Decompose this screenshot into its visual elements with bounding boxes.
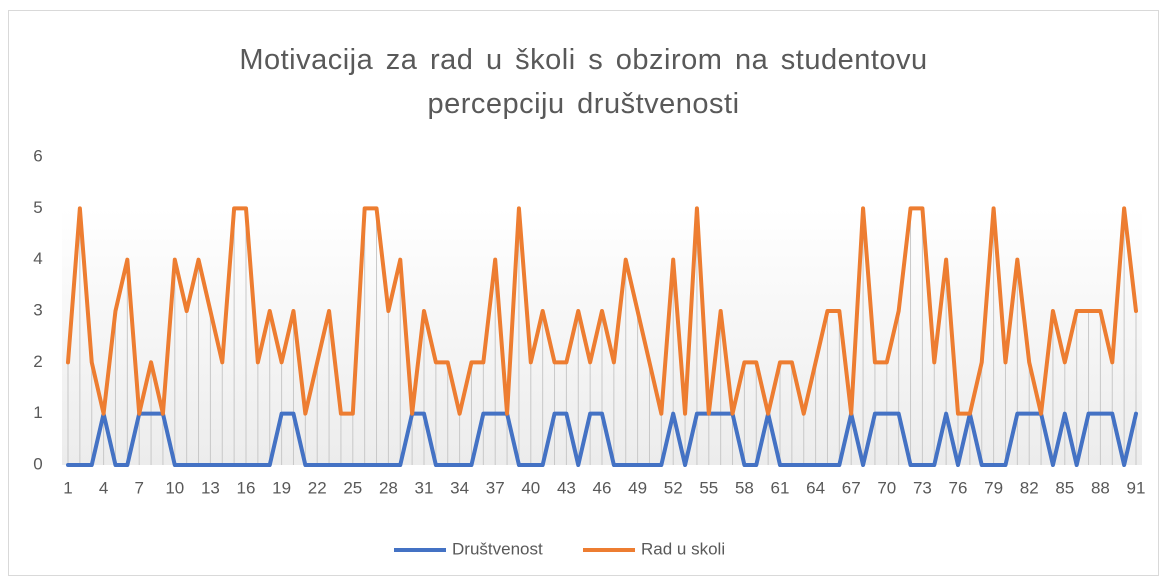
x-tick-label: 79 [984, 478, 1003, 497]
series-line [66, 411, 1138, 467]
chart-title: Motivacija za rad u školi s obzirom na s… [239, 44, 928, 120]
legend-label: Rad u skoli [641, 539, 725, 558]
x-tick-label: 82 [1020, 478, 1039, 497]
x-tick-label: 4 [99, 478, 108, 497]
x-tick-label: 16 [237, 478, 256, 497]
x-tick-label: 88 [1091, 478, 1110, 497]
x-tick-label: 58 [735, 478, 754, 497]
x-tick-label: 43 [557, 478, 576, 497]
x-tick-label: 61 [771, 478, 790, 497]
x-tick-label: 91 [1127, 478, 1146, 497]
x-tick-label: 52 [664, 478, 683, 497]
x-tick-label: 13 [201, 478, 220, 497]
x-tick-label: 37 [486, 478, 505, 497]
x-tick-label: 31 [415, 478, 434, 497]
y-tick-label: 1 [33, 403, 42, 422]
y-tick-label: 3 [33, 300, 42, 319]
x-tick-label: 25 [343, 478, 362, 497]
x-tick-label: 67 [842, 478, 861, 497]
x-tick-label: 46 [593, 478, 612, 497]
legend-label: Društvenost [452, 539, 543, 558]
series-line [66, 206, 1138, 416]
x-tick-label: 64 [806, 478, 825, 497]
x-tick-label: 1 [63, 478, 72, 497]
x-tick-label: 40 [521, 478, 540, 497]
x-tick-label: 55 [699, 478, 718, 497]
x-tick-label: 49 [628, 478, 647, 497]
x-tick-label: 76 [949, 478, 968, 497]
x-tick-label: 7 [134, 478, 143, 497]
x-tick-label: 73 [913, 478, 932, 497]
y-tick-label: 6 [33, 146, 42, 165]
y-tick-label: 0 [33, 454, 42, 473]
x-tick-label: 22 [308, 478, 327, 497]
x-tick-label: 28 [379, 478, 398, 497]
x-tick-label: 19 [272, 478, 291, 497]
y-tick-label: 5 [33, 198, 42, 217]
y-tick-label: 4 [33, 249, 42, 268]
x-tick-label: 70 [877, 478, 896, 497]
x-tick-label: 10 [165, 478, 184, 497]
x-tick-label: 34 [450, 478, 469, 497]
x-tick-label: 85 [1055, 478, 1074, 497]
y-tick-label: 2 [33, 352, 42, 371]
